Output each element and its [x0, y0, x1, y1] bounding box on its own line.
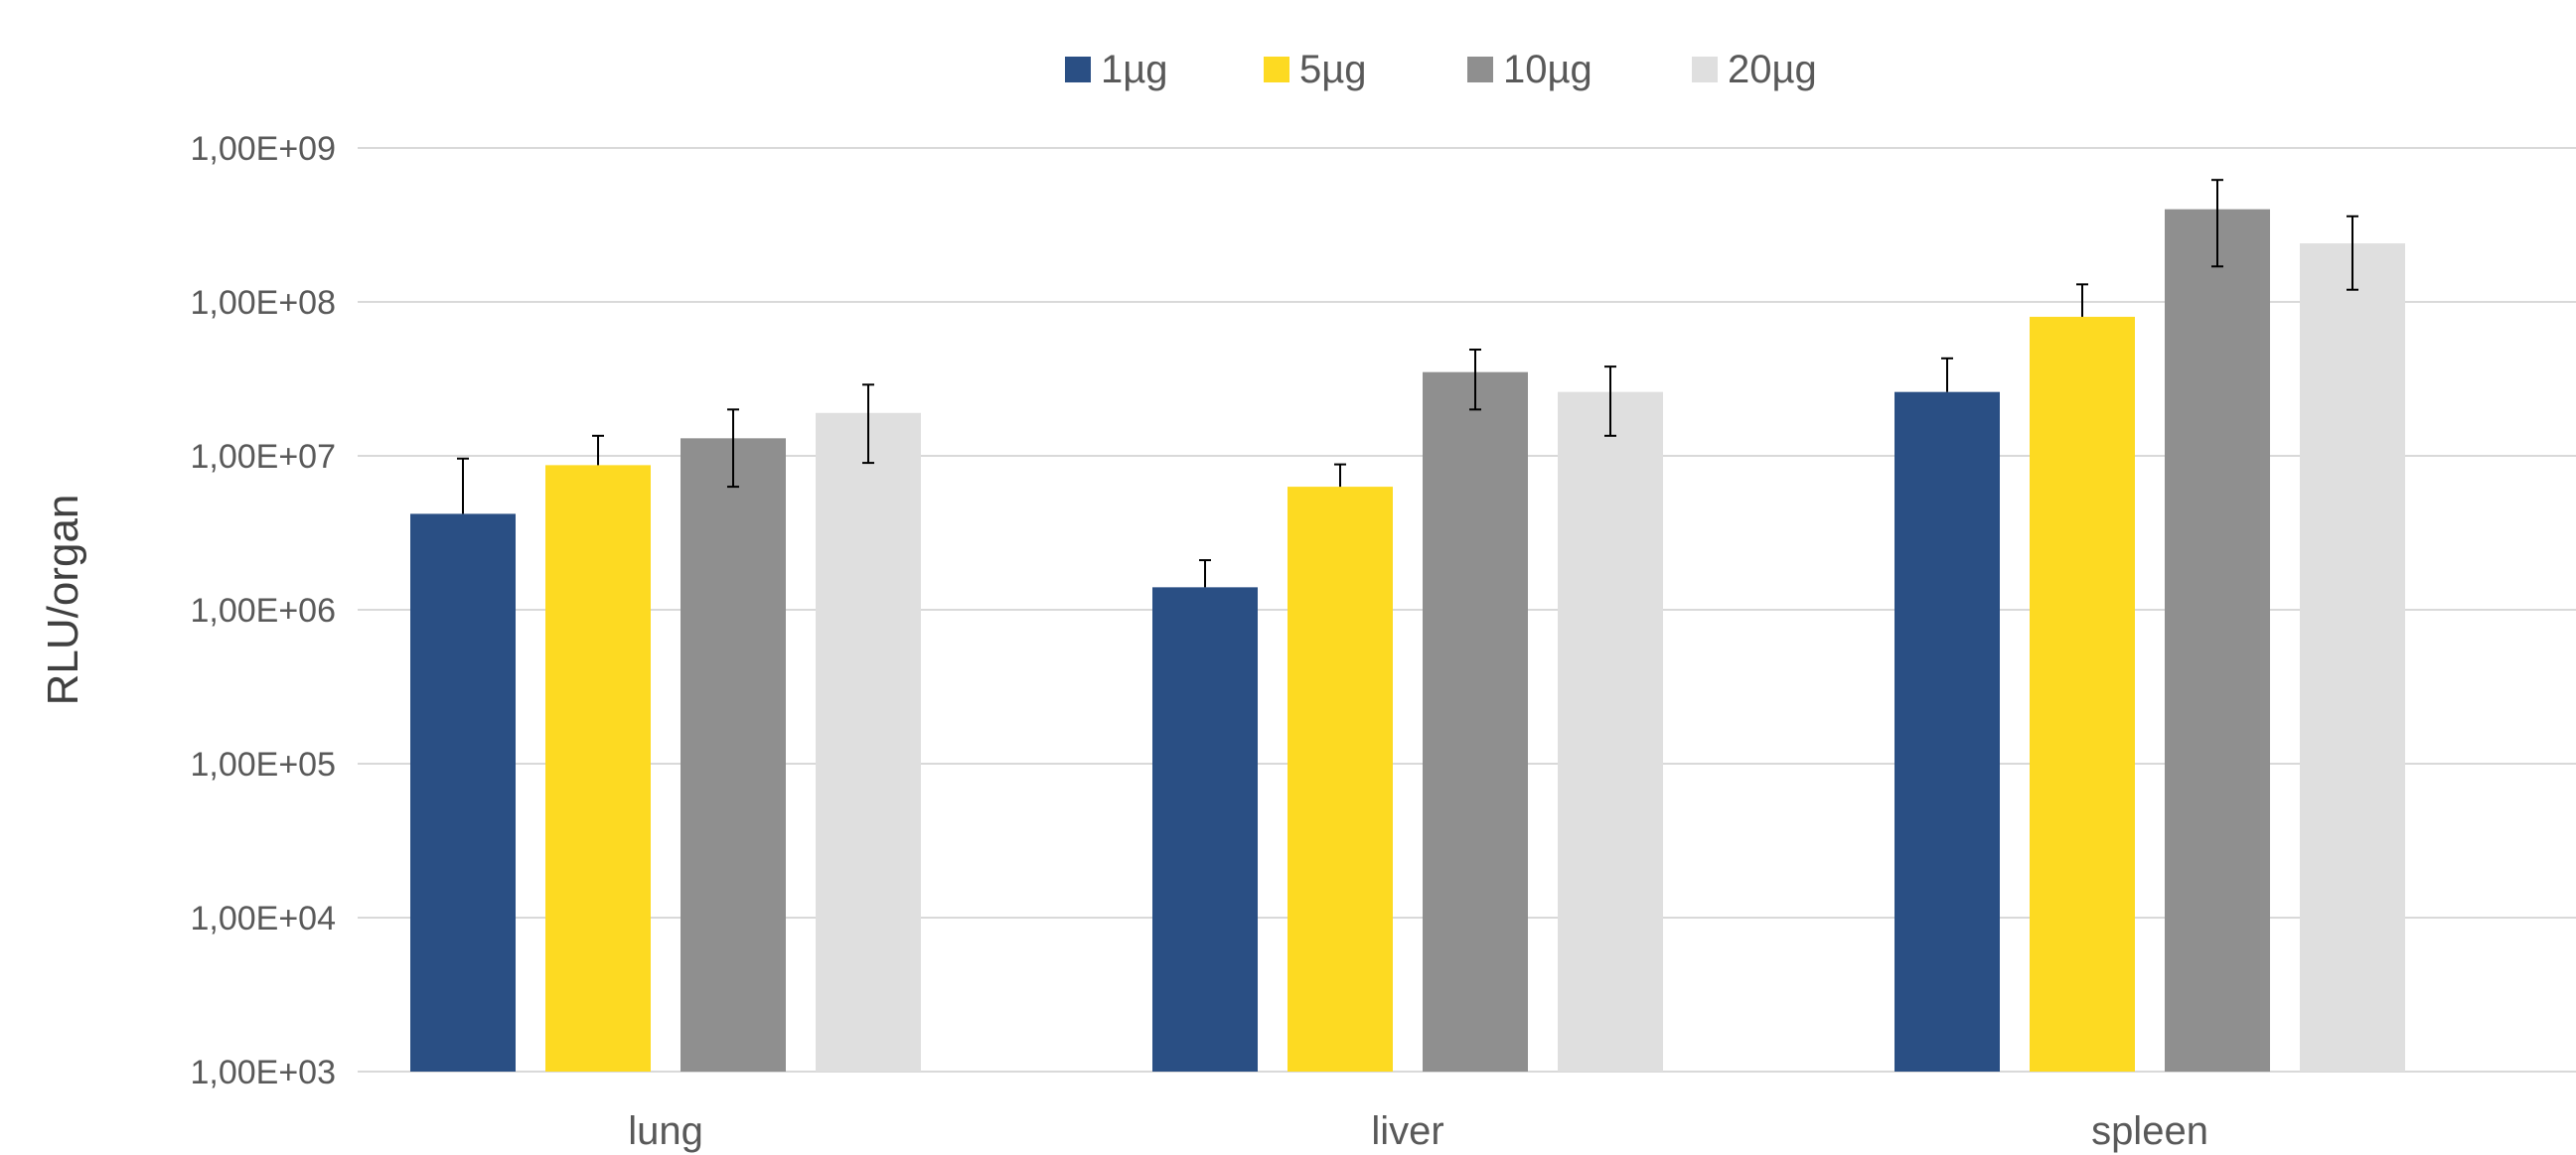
bars	[410, 209, 2405, 1073]
legend: 1µg 5µg 10µg 20µg	[1065, 48, 1817, 91]
y-tick-label: 1,00E+03	[190, 1054, 336, 1091]
x-category-label: spleen	[2091, 1109, 2208, 1153]
bar-liver-3	[1558, 391, 1663, 1072]
legend-label: 20µg	[1728, 48, 1817, 91]
bar-spleen-2	[2165, 209, 2270, 1073]
y-tick-label: 1,00E+04	[190, 900, 336, 938]
legend-swatch	[1692, 57, 1718, 82]
y-tick-label: 1,00E+06	[190, 592, 336, 630]
y-tick-label: 1,00E+05	[190, 746, 336, 784]
error-bars	[457, 179, 2358, 588]
legend-label: 5µg	[1299, 48, 1367, 91]
bar-spleen-3	[2300, 243, 2405, 1072]
y-axis-ticks: 1,00E+09 1,00E+08 1,00E+07 1,00E+06 1,00E+05…	[190, 130, 336, 1091]
bar-spleen-1	[2030, 317, 2135, 1072]
legend-swatch	[1065, 57, 1091, 82]
bar-liver-0	[1152, 587, 1258, 1072]
bar-liver-2	[1423, 371, 1528, 1073]
legend-swatch	[1467, 57, 1493, 82]
x-category-label: liver	[1371, 1109, 1443, 1153]
bar-lung-1	[545, 465, 651, 1072]
legend-swatch	[1264, 57, 1289, 82]
y-tick-label: 1,00E+07	[190, 438, 336, 476]
x-axis-categories: lung liver spleen	[628, 1109, 2208, 1153]
bar-spleen-0	[1894, 391, 2000, 1072]
legend-label: 10µg	[1503, 48, 1592, 91]
bar-lung-0	[410, 513, 516, 1072]
y-axis-title: RLU/organ	[39, 495, 87, 706]
bar-lung-2	[681, 438, 786, 1073]
bar-liver-1	[1288, 487, 1393, 1073]
legend-label: 1µg	[1101, 48, 1168, 91]
x-category-label: lung	[628, 1109, 703, 1153]
bar-lung-3	[816, 412, 921, 1072]
y-tick-label: 1,00E+08	[190, 284, 336, 322]
y-tick-label: 1,00E+09	[190, 130, 336, 168]
